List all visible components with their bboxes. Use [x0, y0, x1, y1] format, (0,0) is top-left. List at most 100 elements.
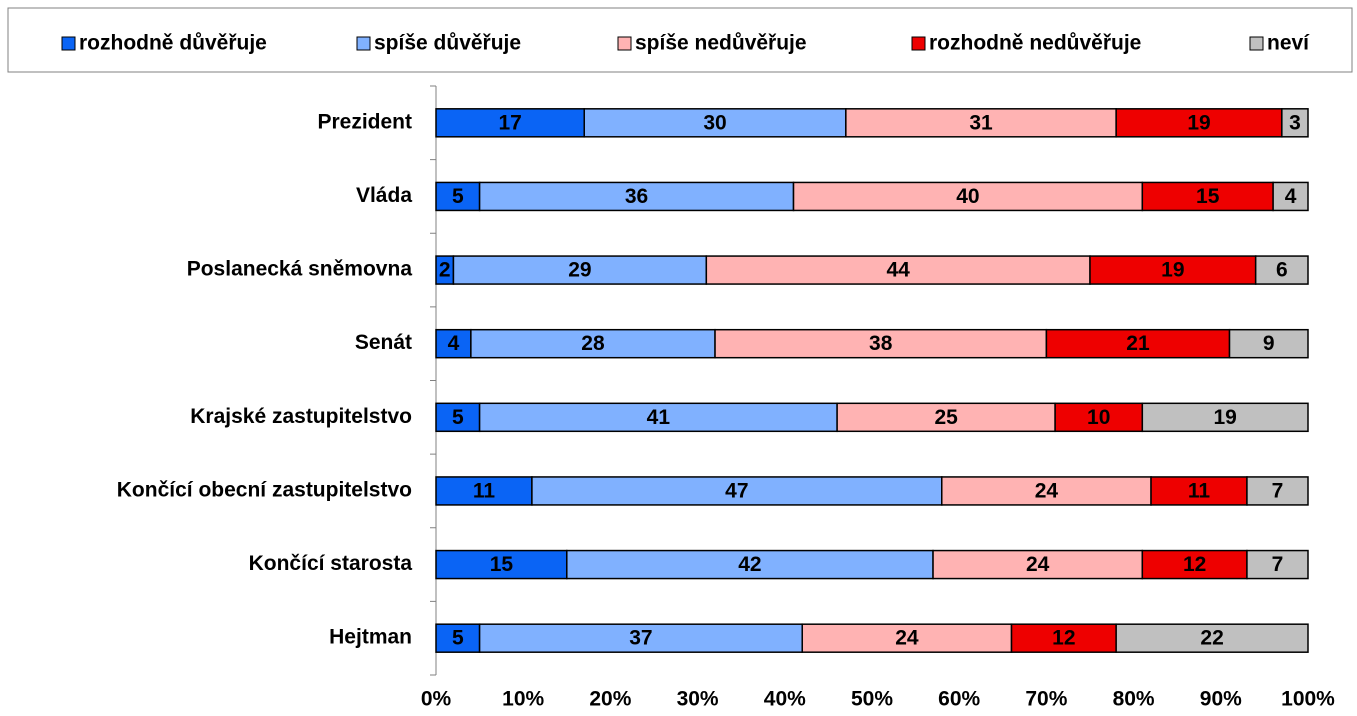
- data-label: 12: [1052, 627, 1075, 650]
- data-label: 4: [448, 332, 460, 355]
- y-tick-label: Končící obecní zastupitelstvo: [117, 478, 412, 501]
- bar-segment: [1141, 549, 1248, 580]
- data-label: 4: [1285, 185, 1297, 208]
- bar-segment: [1115, 623, 1309, 653]
- y-tick-label: Senát: [355, 331, 412, 354]
- bar-segment: [470, 328, 716, 359]
- data-label: 9: [1263, 332, 1275, 355]
- data-label: 7: [1272, 553, 1284, 576]
- data-label: 24: [895, 627, 919, 650]
- y-tick-label: Hejtman: [329, 626, 412, 649]
- data-label: 15: [490, 553, 514, 576]
- data-label: 28: [581, 332, 605, 355]
- data-label: 29: [568, 259, 591, 282]
- bar-segment: [1115, 108, 1283, 138]
- x-tick-label: 0%: [421, 688, 452, 711]
- data-label: 12: [1183, 553, 1206, 576]
- legend-swatch: [356, 36, 371, 51]
- legend-swatch: [911, 36, 926, 51]
- bar-segment: [435, 549, 568, 580]
- bar-segment: [1246, 476, 1309, 506]
- data-label: 25: [934, 406, 958, 429]
- legend-swatch: [617, 36, 632, 51]
- bar-segment: [1010, 623, 1117, 653]
- bar-segment: [1281, 108, 1309, 138]
- legend-swatch: [61, 36, 76, 51]
- x-tick-label: 60%: [938, 688, 980, 711]
- data-label: 3: [1289, 111, 1301, 134]
- x-tick-label: 90%: [1200, 688, 1242, 711]
- data-label: 22: [1200, 627, 1223, 650]
- data-label: 2: [439, 259, 451, 282]
- bar-segment: [932, 549, 1144, 580]
- bar-segment: [435, 476, 533, 506]
- data-label: 15: [1196, 185, 1220, 208]
- bar-segment: [1246, 549, 1309, 580]
- data-label: 5: [452, 185, 464, 208]
- legend-label: spíše důvěřuje: [374, 32, 521, 55]
- data-label: 36: [625, 185, 648, 208]
- bar-segment: [714, 328, 1048, 359]
- x-tick-label: 80%: [1113, 688, 1155, 711]
- data-label: 5: [452, 627, 464, 650]
- y-tick-label: Končící starosta: [249, 552, 413, 575]
- data-label: 38: [869, 332, 893, 355]
- x-tick-label: 40%: [764, 688, 806, 711]
- legend-label: spíše nedůvěřuje: [635, 32, 807, 55]
- bar-segment: [583, 108, 847, 138]
- bar-segment: [478, 402, 838, 433]
- data-label: 37: [629, 627, 652, 650]
- data-label: 42: [738, 553, 761, 576]
- x-tick-label: 100%: [1281, 688, 1335, 711]
- bar-segment: [1045, 328, 1231, 359]
- bar-segment: [478, 623, 803, 653]
- data-label: 47: [725, 479, 748, 502]
- data-label: 21: [1126, 332, 1150, 355]
- data-label: 5: [452, 406, 464, 429]
- data-label: 17: [498, 111, 521, 134]
- bar-segment: [435, 108, 585, 138]
- data-label: 31: [969, 111, 993, 134]
- x-tick-label: 10%: [502, 688, 544, 711]
- data-label: 19: [1161, 259, 1184, 282]
- data-label: 40: [956, 185, 979, 208]
- data-label: 6: [1276, 259, 1288, 282]
- data-label: 19: [1213, 406, 1236, 429]
- y-tick-label: Prezident: [317, 110, 412, 133]
- x-tick-label: 20%: [589, 688, 631, 711]
- bar-segment: [1228, 328, 1309, 359]
- legend-label: neví: [1267, 32, 1310, 55]
- bar-segment: [1272, 181, 1309, 212]
- data-label: 7: [1272, 479, 1284, 502]
- bar-segment: [1254, 255, 1309, 285]
- x-tick-label: 50%: [851, 688, 893, 711]
- bar-segment: [435, 328, 472, 359]
- data-label: 30: [703, 111, 726, 134]
- data-label: 10: [1087, 406, 1110, 429]
- bar-segment: [792, 181, 1144, 212]
- data-label: 11: [473, 479, 496, 502]
- y-tick-label: Vláda: [356, 184, 412, 207]
- bar-segment: [566, 549, 934, 580]
- data-label: 19: [1187, 111, 1210, 134]
- bar-segment: [1141, 181, 1274, 212]
- bar-segment: [478, 181, 795, 212]
- data-label: 11: [1188, 479, 1211, 502]
- legend-swatch: [1249, 36, 1264, 51]
- legend-label: rozhodně důvěřuje: [79, 32, 267, 55]
- bar-segment: [1054, 402, 1144, 433]
- bar-segment: [845, 108, 1117, 138]
- bar-segment: [801, 623, 1013, 653]
- x-tick-label: 70%: [1025, 688, 1067, 711]
- bar-segment: [941, 476, 1152, 506]
- bar-segment: [435, 181, 481, 212]
- y-tick-label: Poslanecká sněmovna: [187, 258, 413, 281]
- x-tick-label: 30%: [677, 688, 719, 711]
- bar-segment: [1141, 402, 1309, 433]
- data-label: 24: [1026, 553, 1050, 576]
- y-tick-label: Krajské zastupitelstvo: [190, 405, 412, 428]
- data-label: 41: [647, 406, 671, 429]
- bar-segment: [1089, 255, 1257, 285]
- bar-segment: [705, 255, 1091, 285]
